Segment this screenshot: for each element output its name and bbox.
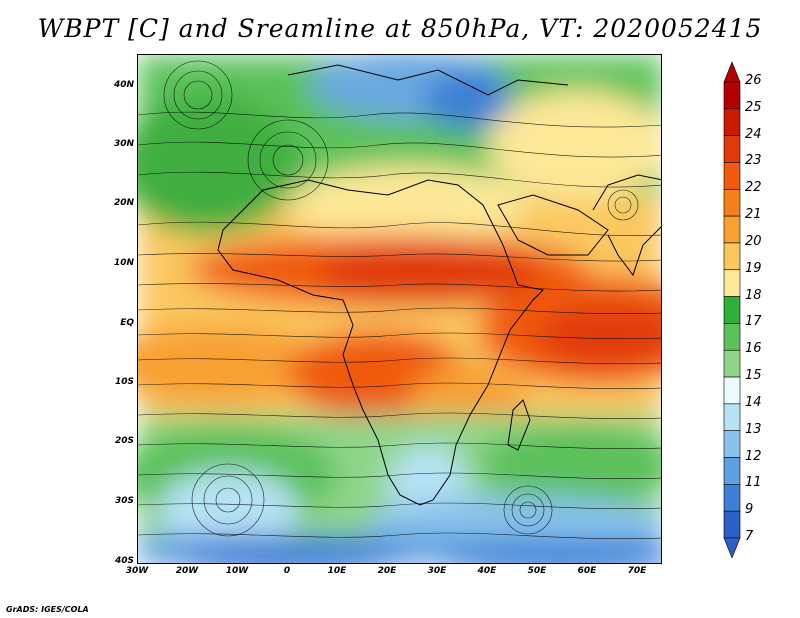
lat-label: 40S — [114, 556, 134, 566]
colorbar-segment — [723, 215, 741, 244]
colorbar-label: 18 — [745, 287, 762, 303]
coastlines — [217, 64, 661, 506]
lon-label: 40E — [477, 566, 497, 576]
colorbar-segment — [723, 242, 741, 271]
credit-text: GrADS: IGES/COLA — [6, 605, 89, 614]
lon-label: 70E — [627, 566, 647, 576]
lat-label: 20N — [113, 198, 134, 208]
colorbar-label: 11 — [745, 475, 762, 491]
colorbar-label: 26 — [745, 73, 762, 88]
map-panel — [137, 54, 662, 564]
colorbar-segment — [723, 269, 741, 297]
lon-label: 20W — [175, 566, 199, 576]
lat-label: 30S — [114, 496, 134, 506]
colorbar-segment — [723, 81, 741, 110]
colorbar-label: 24 — [745, 126, 762, 142]
lat-label: 10N — [113, 258, 134, 268]
colorbar-segment — [723, 457, 741, 485]
colorbar-segment — [723, 135, 741, 163]
colorbar-label: 13 — [745, 421, 762, 437]
colorbar-label: 15 — [745, 368, 762, 384]
lat-label: 40N — [113, 80, 134, 90]
colorbar-label: 16 — [745, 341, 762, 357]
lon-label: 50E — [527, 566, 547, 576]
colorbar-label: 21 — [745, 207, 762, 223]
map-canvas — [138, 55, 661, 563]
colorbar-label: 7 — [745, 529, 754, 544]
lon-label: 30E — [427, 566, 447, 576]
colorbar-bottom-arrow — [723, 537, 741, 559]
colorbar-label: 17 — [745, 314, 762, 330]
lat-label: EQ — [120, 318, 134, 328]
lon-label: 30W — [125, 566, 149, 576]
colorbar-segment — [723, 296, 741, 324]
wbpt-field — [138, 55, 661, 563]
map-title: WBPT [C] and Sreamline at 850hPa, VT: 20… — [37, 14, 763, 43]
colorbar-segment — [723, 510, 741, 539]
colorbar-label: 25 — [745, 99, 762, 115]
lon-label: 0 — [283, 566, 291, 576]
colorbar-label: 19 — [745, 260, 762, 276]
colorbar-segment — [723, 376, 741, 405]
colorbar-label: 23 — [745, 153, 762, 169]
colorbar-segment — [723, 323, 741, 351]
lat-label: 30N — [113, 139, 134, 149]
lon-label: 20E — [377, 566, 397, 576]
colorbar-segment — [723, 403, 741, 432]
colorbar-segment — [723, 430, 741, 458]
colorbar-segment — [723, 484, 741, 512]
colorbar-label: 12 — [745, 448, 762, 464]
streamlines — [138, 60, 661, 540]
lon-label: 10W — [225, 566, 249, 576]
lon-label: 10E — [327, 566, 347, 576]
lat-label: 20S — [114, 436, 134, 446]
colorbar-segment — [723, 162, 741, 190]
colorbar-label: 22 — [745, 180, 762, 196]
colorbar-label: 20 — [745, 233, 762, 249]
colorbar-label: 14 — [745, 394, 762, 410]
colorbar-top-arrow — [723, 61, 741, 83]
colorbar — [723, 61, 741, 559]
lon-label: 60E — [577, 566, 597, 576]
colorbar-segment — [723, 349, 741, 378]
lat-label: 10S — [114, 377, 134, 387]
colorbar-segment — [723, 108, 741, 136]
colorbar-segment — [723, 188, 741, 217]
colorbar-label: 9 — [745, 502, 754, 518]
